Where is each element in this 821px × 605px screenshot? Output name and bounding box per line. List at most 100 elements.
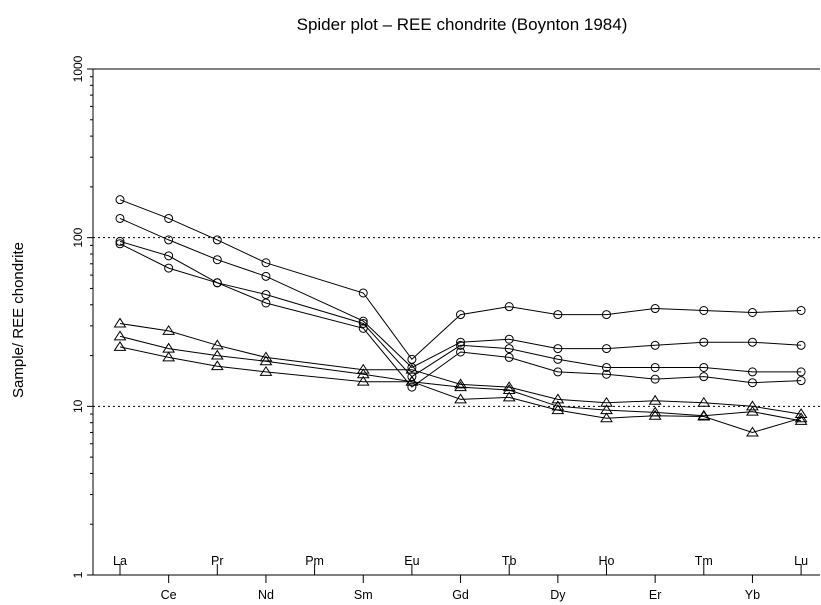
- series-line: [119, 323, 802, 415]
- data-point: [261, 298, 271, 308]
- data-point: [747, 308, 757, 318]
- data-point: [699, 305, 709, 315]
- data-point: [794, 412, 808, 423]
- data-point: [164, 251, 174, 261]
- data-point: [600, 396, 613, 407]
- data-point: [648, 409, 662, 420]
- x-tick-label: Ce: [161, 588, 177, 602]
- series-line: [119, 335, 802, 422]
- data-point: [259, 355, 273, 366]
- data-point: [502, 391, 516, 402]
- x-tick-label: Nd: [258, 588, 274, 602]
- data-point: [747, 367, 757, 377]
- data-point: [551, 404, 565, 415]
- data-point: [456, 340, 466, 350]
- x-tick-label: La: [113, 554, 127, 568]
- data-point: [259, 365, 273, 376]
- x-tick-label: Tb: [502, 554, 517, 568]
- data-point: [553, 354, 563, 364]
- y-tick-label: 100: [71, 227, 85, 247]
- grid-lines: [93, 237, 820, 407]
- data-point: [113, 330, 127, 341]
- data-point: [794, 414, 808, 425]
- series-line: [119, 240, 802, 378]
- data-point: [456, 337, 466, 347]
- y-axis-label: Sample/ REE chondrite: [10, 242, 27, 398]
- data-point: [210, 349, 224, 360]
- data-point: [796, 376, 806, 386]
- data-point: [699, 362, 709, 372]
- data-point: [504, 352, 514, 362]
- tick-labels: 1 10 100 1000 La Ce Pr Nd Pm Sm Eu Gd Tb Dy Ho Er Tm Yb Lu: [71, 55, 808, 602]
- data-point: [456, 310, 466, 320]
- data-point: [504, 334, 514, 344]
- y-tick-label: 10: [71, 399, 85, 413]
- data-point: [504, 344, 514, 354]
- data-point: [164, 235, 174, 245]
- data-point: [115, 213, 125, 223]
- data-point: [650, 340, 660, 350]
- data-point: [210, 360, 224, 371]
- x-tick-label: Pm: [305, 554, 324, 568]
- data-point: [358, 318, 368, 328]
- chart-title: Spider plot – REE chondrite (Boynton 198…: [297, 15, 628, 34]
- x-tick-label: Sm: [354, 588, 373, 602]
- series-group: [113, 195, 808, 437]
- data-point: [454, 381, 467, 392]
- data-point: [115, 236, 125, 246]
- data-point: [356, 368, 370, 379]
- data-point: [747, 337, 757, 347]
- data-point: [796, 305, 806, 315]
- data-point: [699, 337, 709, 347]
- x-tick-label: Tm: [695, 554, 713, 568]
- data-point: [162, 351, 176, 362]
- data-point: [113, 317, 127, 328]
- x-tick-label: Yb: [745, 588, 760, 602]
- data-point: [699, 372, 709, 382]
- data-point: [746, 400, 759, 411]
- data-point: [356, 375, 370, 386]
- axes: [87, 68, 820, 583]
- data-point: [504, 302, 514, 312]
- x-tick-label: Eu: [404, 554, 419, 568]
- data-point: [261, 271, 271, 281]
- data-point: [746, 405, 759, 416]
- data-point: [358, 288, 368, 298]
- data-point: [747, 378, 757, 388]
- data-point: [454, 378, 467, 389]
- data-point: [405, 375, 419, 386]
- x-tick-label: Gd: [452, 588, 469, 602]
- data-point: [358, 323, 368, 333]
- data-point: [407, 372, 417, 382]
- series-line: [119, 243, 802, 388]
- series-6: [113, 330, 808, 425]
- data-point: [212, 278, 222, 288]
- series-5: [113, 317, 808, 419]
- data-point: [746, 426, 759, 437]
- series-3: [115, 236, 806, 382]
- data-point: [113, 341, 127, 351]
- data-point: [600, 412, 613, 423]
- x-tick-label: Dy: [550, 588, 566, 602]
- data-point: [553, 367, 563, 377]
- series-line: [119, 346, 802, 434]
- data-point: [553, 344, 563, 354]
- data-point: [356, 363, 370, 374]
- series-line: [119, 217, 802, 369]
- data-point: [551, 393, 565, 404]
- data-point: [407, 382, 417, 392]
- y-tick-label: 1000: [71, 55, 85, 82]
- data-point: [212, 255, 222, 265]
- data-point: [502, 381, 516, 392]
- data-point: [358, 316, 368, 326]
- data-point: [796, 340, 806, 350]
- data-point: [602, 310, 611, 320]
- x-tick-label: Ho: [599, 554, 615, 568]
- data-point: [212, 235, 222, 245]
- data-point: [502, 384, 516, 394]
- data-point: [115, 239, 125, 249]
- series-2: [115, 213, 806, 372]
- series-line: [119, 199, 802, 361]
- data-point: [115, 195, 125, 205]
